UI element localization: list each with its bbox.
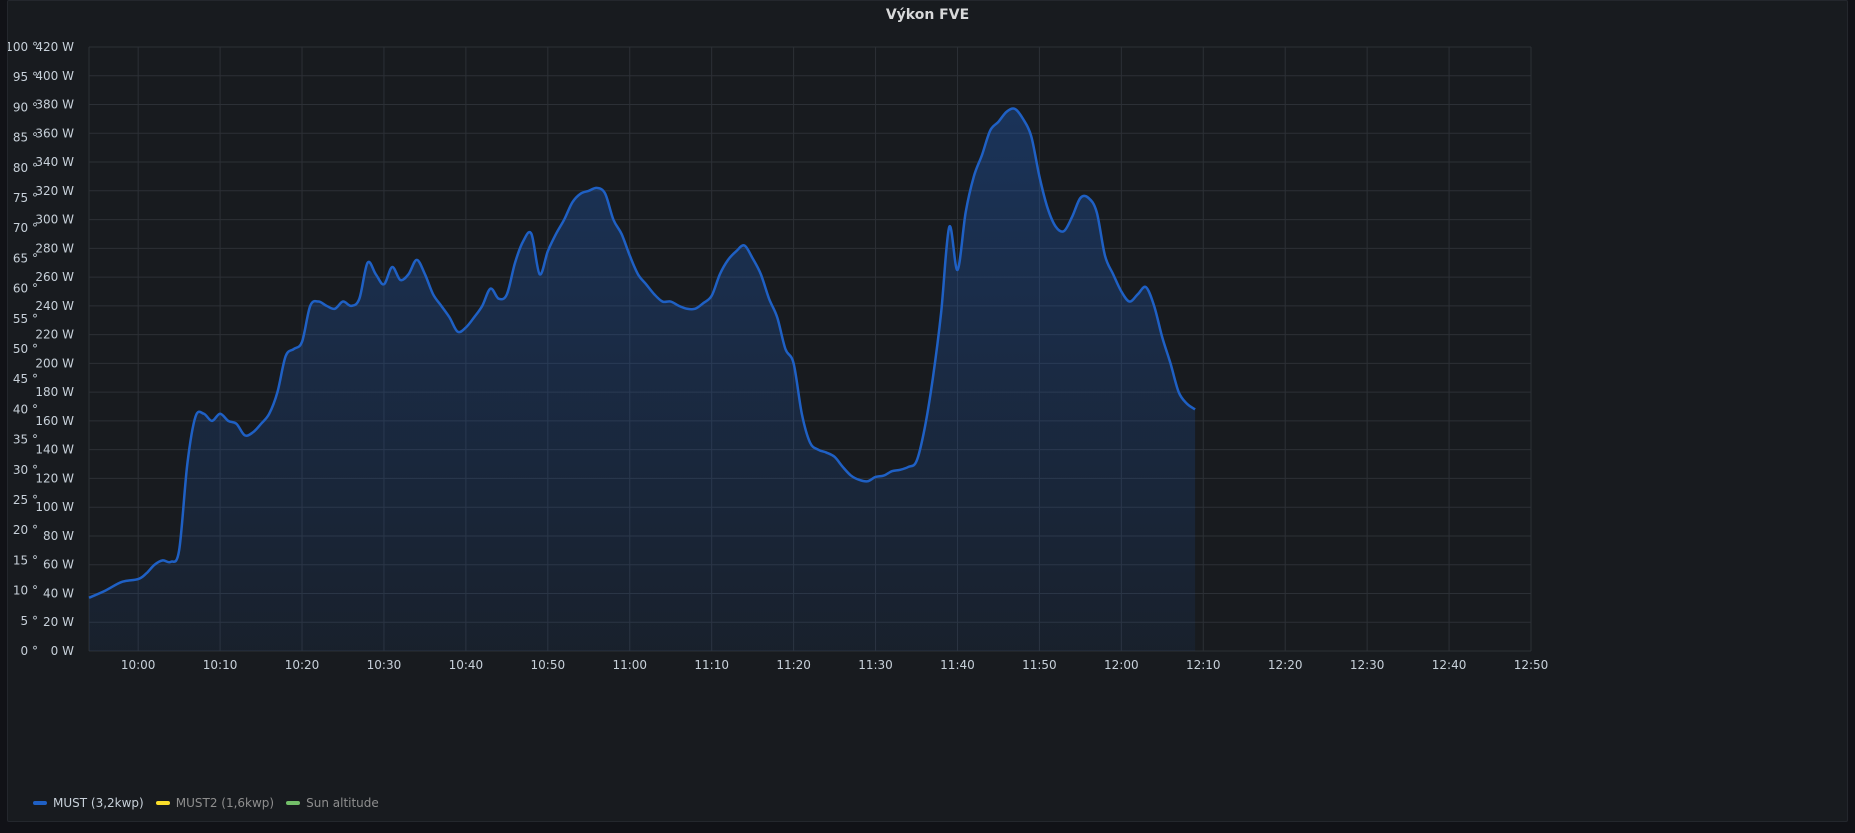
y-tick-label: 260 W xyxy=(35,270,74,284)
legend: MUST (3,2kwp) MUST2 (1,6kwp) Sun altitude xyxy=(33,796,379,810)
y-tick-label: 300 W xyxy=(35,213,74,227)
y2-tick-label: 55 ° xyxy=(13,312,38,326)
x-tick-label: 12:50 xyxy=(1514,658,1549,672)
legend-item[interactable]: MUST (3,2kwp) xyxy=(33,796,144,810)
y-tick-label: 140 W xyxy=(35,443,74,457)
x-tick-label: 12:00 xyxy=(1104,658,1139,672)
y-axis-secondary: 0 ° 5 ° 10 ° 15 ° 20 ° 25 ° 30 ° 35 ° 40 ° 45 ° 50… xyxy=(8,40,38,658)
y2-tick-label: 25 ° xyxy=(13,493,38,507)
y-tick-label: 80 W xyxy=(43,529,74,543)
x-tick-label: 12:30 xyxy=(1350,658,1385,672)
x-tick-label: 11:30 xyxy=(858,658,893,672)
y2-tick-label: 30 ° xyxy=(13,463,38,477)
x-tick-label: 12:20 xyxy=(1268,658,1303,672)
x-tick-label: 10:50 xyxy=(531,658,566,672)
x-tick-label: 10:10 xyxy=(203,658,238,672)
x-axis: 10:00 10:10 10:20 10:30 10:40 10:50 11:00 11:10… xyxy=(121,658,1548,672)
x-tick-label: 10:40 xyxy=(449,658,484,672)
x-tick-label: 11:40 xyxy=(940,658,975,672)
legend-label: MUST2 (1,6kwp) xyxy=(175,796,275,810)
x-tick-label: 11:00 xyxy=(612,658,647,672)
y-tick-label: 200 W xyxy=(35,356,74,370)
y-tick-label: 380 W xyxy=(35,98,74,112)
y-tick-label: 160 W xyxy=(35,414,74,428)
y2-tick-label: 15 ° xyxy=(13,553,38,567)
y-tick-label: 280 W xyxy=(35,241,74,255)
legend-swatch xyxy=(286,801,301,805)
y-tick-label: 0 W xyxy=(51,644,74,658)
y2-tick-label: 5 ° xyxy=(21,614,38,628)
y2-tick-label: 40 ° xyxy=(13,402,38,416)
y-tick-label: 420 W xyxy=(35,40,74,54)
y-tick-label: 100 W xyxy=(35,500,74,514)
y2-tick-label: 60 ° xyxy=(13,282,38,296)
y2-tick-label: 90 ° xyxy=(13,100,38,114)
y2-tick-label: 35 ° xyxy=(13,433,38,447)
legend-swatch xyxy=(33,801,47,805)
y-tick-label: 340 W xyxy=(35,155,74,169)
y2-tick-label: 95 ° xyxy=(13,70,38,84)
y-tick-label: 40 W xyxy=(43,586,74,600)
y2-tick-label: 65 ° xyxy=(13,251,38,265)
y2-tick-label: 75 ° xyxy=(13,191,38,205)
legend-label: MUST (3,2kwp) xyxy=(53,796,144,810)
y2-tick-label: 45 ° xyxy=(13,372,38,386)
y-tick-label: 220 W xyxy=(35,328,74,342)
y-tick-label: 360 W xyxy=(35,126,74,140)
y-tick-label: 320 W xyxy=(35,184,74,198)
y-tick-label: 60 W xyxy=(43,558,74,572)
y2-tick-label: 70 ° xyxy=(13,221,38,235)
series-line-must[interactable] xyxy=(88,107,1196,599)
y-tick-label: 20 W xyxy=(43,615,74,629)
y2-tick-label: 80 ° xyxy=(13,161,38,175)
x-tick-label: 11:10 xyxy=(694,658,729,672)
y-tick-label: 120 W xyxy=(35,471,74,485)
y2-tick-label: 50 ° xyxy=(13,342,38,356)
y-tick-label: 180 W xyxy=(35,385,74,399)
y2-tick-label: 100 ° xyxy=(8,40,38,54)
y2-tick-label: 85 ° xyxy=(13,131,38,145)
x-tick-label: 11:20 xyxy=(776,658,811,672)
y2-tick-label: 0 ° xyxy=(21,644,38,658)
y2-tick-label: 10 ° xyxy=(13,584,38,598)
y-tick-label: 400 W xyxy=(35,69,74,83)
legend-label: Sun altitude xyxy=(306,796,379,810)
y-axis-left: 0 W 20 W 40 W 60 W 80 W 100 W 120 W 140 W 160 W 1… xyxy=(35,40,74,658)
legend-item[interactable]: Sun altitude xyxy=(286,796,379,810)
legend-item[interactable]: MUST2 (1,6kwp) xyxy=(155,796,275,810)
legend-swatch xyxy=(155,801,170,805)
x-tick-label: 10:20 xyxy=(285,658,320,672)
x-tick-label: 12:40 xyxy=(1432,658,1467,672)
x-tick-label: 10:30 xyxy=(367,658,402,672)
x-tick-label: 10:00 xyxy=(121,658,156,672)
x-tick-label: 11:50 xyxy=(1022,658,1057,672)
series-area-must xyxy=(89,108,1196,651)
y-tick-label: 240 W xyxy=(35,299,74,313)
y2-tick-label: 20 ° xyxy=(13,523,38,537)
timeseries-chart[interactable]: 0 W 20 W 40 W 60 W 80 W 100 W 120 W 140 W 160 W 1… xyxy=(8,1,1849,801)
chart-panel: Výkon FVE 0 W 20 W 40 W 60 W 80 W 100 W 120 W 1… xyxy=(7,0,1848,822)
x-tick-label: 12:10 xyxy=(1186,658,1221,672)
panel-title[interactable]: Výkon FVE xyxy=(885,7,970,23)
